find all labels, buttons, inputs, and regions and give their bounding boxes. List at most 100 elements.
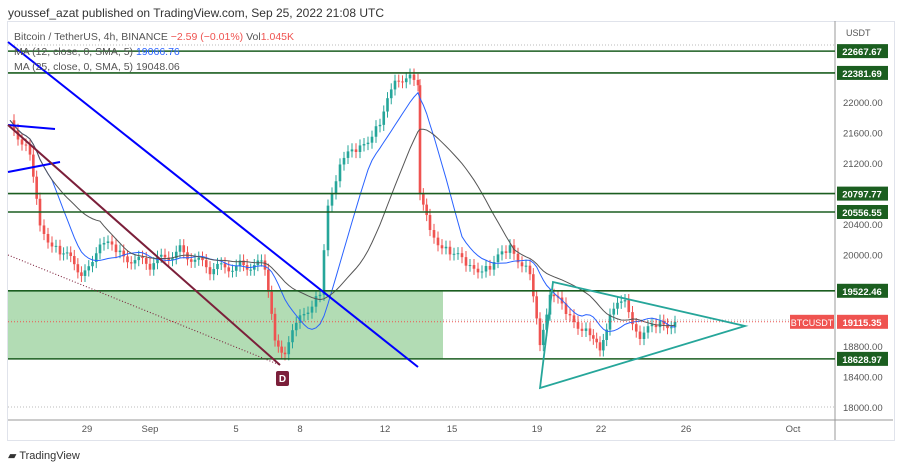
candle-body <box>129 262 133 264</box>
candle-body <box>627 300 631 313</box>
candle-body <box>174 251 178 259</box>
candle-body <box>552 294 556 297</box>
candle-body <box>616 302 619 309</box>
candle-body <box>69 252 73 257</box>
symbol-tag-box <box>790 314 834 329</box>
chart-frame <box>7 21 895 441</box>
candle-body <box>80 272 83 276</box>
candle-body <box>178 245 182 252</box>
candle-body <box>54 245 58 247</box>
candle-body <box>238 260 242 266</box>
candle-body <box>342 157 346 165</box>
ma12-line <box>9 91 676 332</box>
candle-body <box>535 296 538 319</box>
ma2-label: MA (25, close, 0, SMA, 5) <box>14 61 134 73</box>
chart-legend: Bitcoin / TetherUS, 4h, BINANCE −2.59 (−… <box>14 30 294 75</box>
candle-body <box>294 322 298 331</box>
candle-body <box>605 329 608 340</box>
candle-body <box>302 313 306 316</box>
candle-body <box>249 269 253 271</box>
candle-body <box>204 260 208 268</box>
candle-body <box>500 251 504 255</box>
level-price-tag <box>837 351 888 366</box>
candle-body <box>91 262 94 267</box>
blue-trendline <box>7 41 419 368</box>
last-price-tag <box>837 314 888 329</box>
level-price-label: 20797.77 <box>842 190 882 201</box>
candle-body <box>193 259 197 262</box>
candle-body <box>216 263 219 270</box>
candle-body <box>425 204 428 216</box>
candle-body <box>156 256 159 264</box>
level-price-tag <box>837 283 888 298</box>
candle-body <box>520 262 524 267</box>
candle-body <box>83 270 87 276</box>
candle-body <box>50 242 54 247</box>
level-price-tag <box>837 65 888 80</box>
candle-body <box>263 260 267 270</box>
candle-body <box>631 312 634 325</box>
candle-body <box>234 265 238 271</box>
candle-body <box>358 145 362 152</box>
candle-body <box>326 205 330 251</box>
candle-body <box>496 254 500 263</box>
candle-body <box>42 225 46 234</box>
candle-body <box>480 271 484 273</box>
candle-body <box>666 324 669 329</box>
y-tick-label: 18000.00 <box>843 403 883 414</box>
blue-short-line <box>7 124 56 130</box>
candle-body <box>588 328 592 336</box>
candle-body <box>330 193 334 206</box>
candle-body <box>378 124 382 127</box>
level-price-label: 22667.67 <box>842 47 882 58</box>
candle-body <box>389 89 393 99</box>
candle-body <box>654 324 658 328</box>
candle-body <box>252 265 256 270</box>
candle-body <box>374 126 378 137</box>
candle-body <box>484 265 488 272</box>
candle-body <box>612 308 616 315</box>
candle-body <box>524 265 528 267</box>
annotation-d-box <box>276 371 289 386</box>
candle-body <box>634 324 638 332</box>
candle-body <box>137 256 141 261</box>
last-price-label: 19115.35 <box>842 318 882 329</box>
candle-body <box>310 306 314 313</box>
candle-body <box>362 144 366 146</box>
candle-body <box>189 259 193 262</box>
candle-body <box>408 74 412 79</box>
candle-body <box>584 328 588 331</box>
maroon-dotted-line <box>7 254 281 366</box>
y-tick-label: 20400.00 <box>843 220 883 231</box>
candle-body <box>492 262 496 270</box>
x-tick-label: 29 <box>82 424 93 435</box>
level-price-label: 22381.69 <box>842 69 882 80</box>
candle-body <box>20 139 24 145</box>
x-tick-label: 22 <box>596 424 607 435</box>
y-tick-label: 18800.00 <box>843 342 883 353</box>
candle-body <box>122 250 126 257</box>
x-tick-label: 5 <box>233 424 238 435</box>
candle-body <box>538 318 542 346</box>
candle-body <box>440 245 444 249</box>
candle-body <box>141 256 144 259</box>
triangle-pattern <box>538 280 749 390</box>
candle-body <box>291 330 294 343</box>
candle-body <box>412 74 416 80</box>
candle-body <box>102 242 106 245</box>
candle-body <box>504 251 508 253</box>
candle-body <box>260 260 263 262</box>
maroon-trendline <box>7 124 281 366</box>
candle-body <box>382 111 386 125</box>
ma25-line <box>9 119 676 327</box>
tradingview-logo[interactable]: ▰ TradingView <box>8 449 80 462</box>
level-price-label: 18628.97 <box>842 355 882 366</box>
candle-body <box>508 245 512 253</box>
candle-body <box>133 260 137 264</box>
candle-body <box>598 342 602 351</box>
candle-body <box>418 85 422 195</box>
candle-body <box>144 258 148 264</box>
candle-body <box>608 314 612 330</box>
candle-body <box>110 241 114 245</box>
